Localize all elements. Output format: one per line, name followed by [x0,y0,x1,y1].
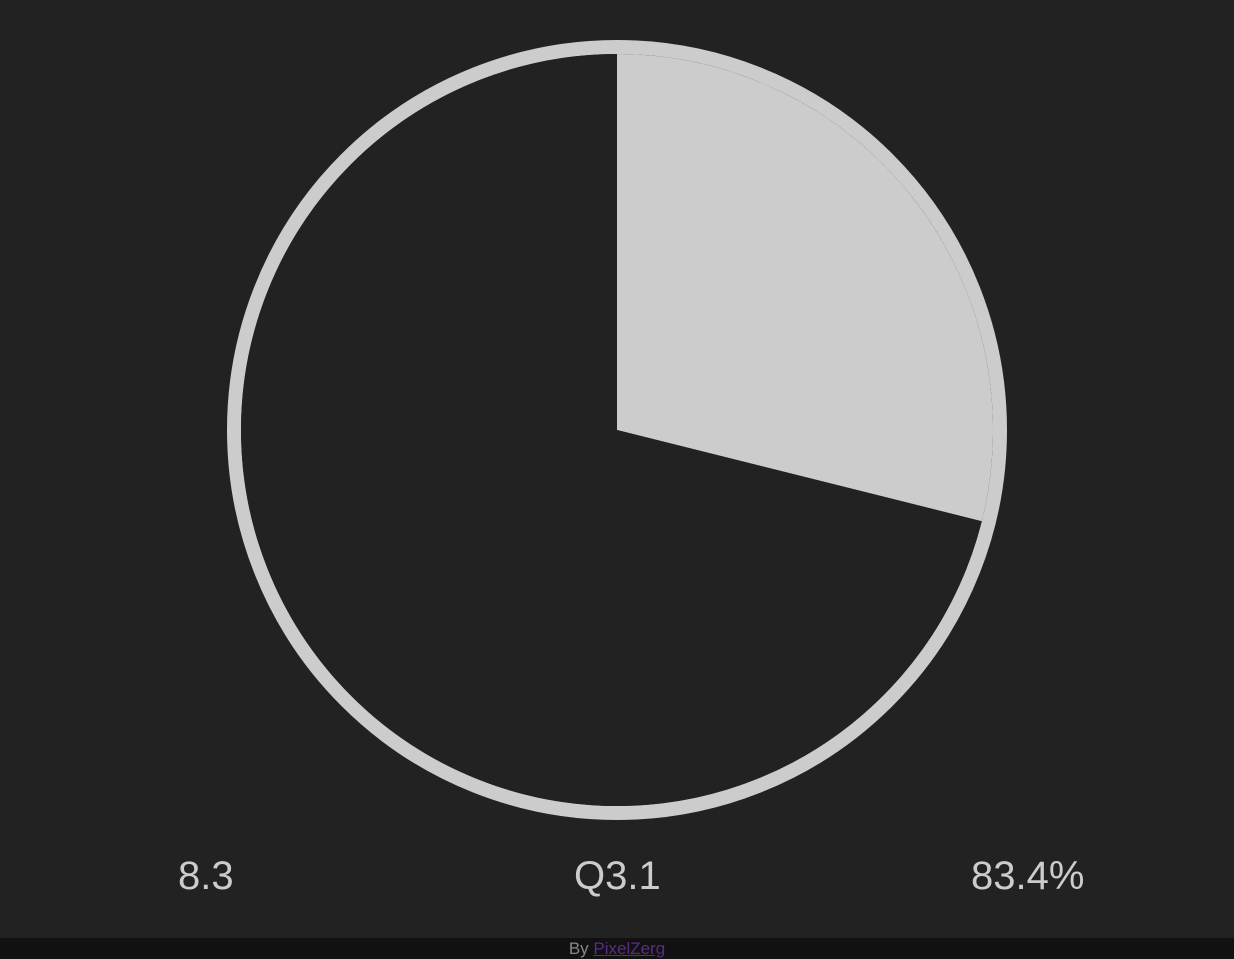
pie-chart [227,40,1007,820]
pie-slice-1 [617,54,993,522]
author-link[interactable]: PixelZerg [593,939,666,958]
pie-panel: 8.3 Q3.1 83.4% [178,40,1085,898]
pie-slice-2 [240,54,982,806]
pie-outline-ring [227,40,1007,820]
stat-center-value: Q3.1 [574,854,661,898]
footer-credit: By PixelZerg [0,938,1234,959]
stat-right-value: 83.4% [971,854,1085,898]
pie-slices [240,54,993,806]
footer-prefix: By [568,939,594,958]
stat-left-value: 8.3 [178,854,234,898]
